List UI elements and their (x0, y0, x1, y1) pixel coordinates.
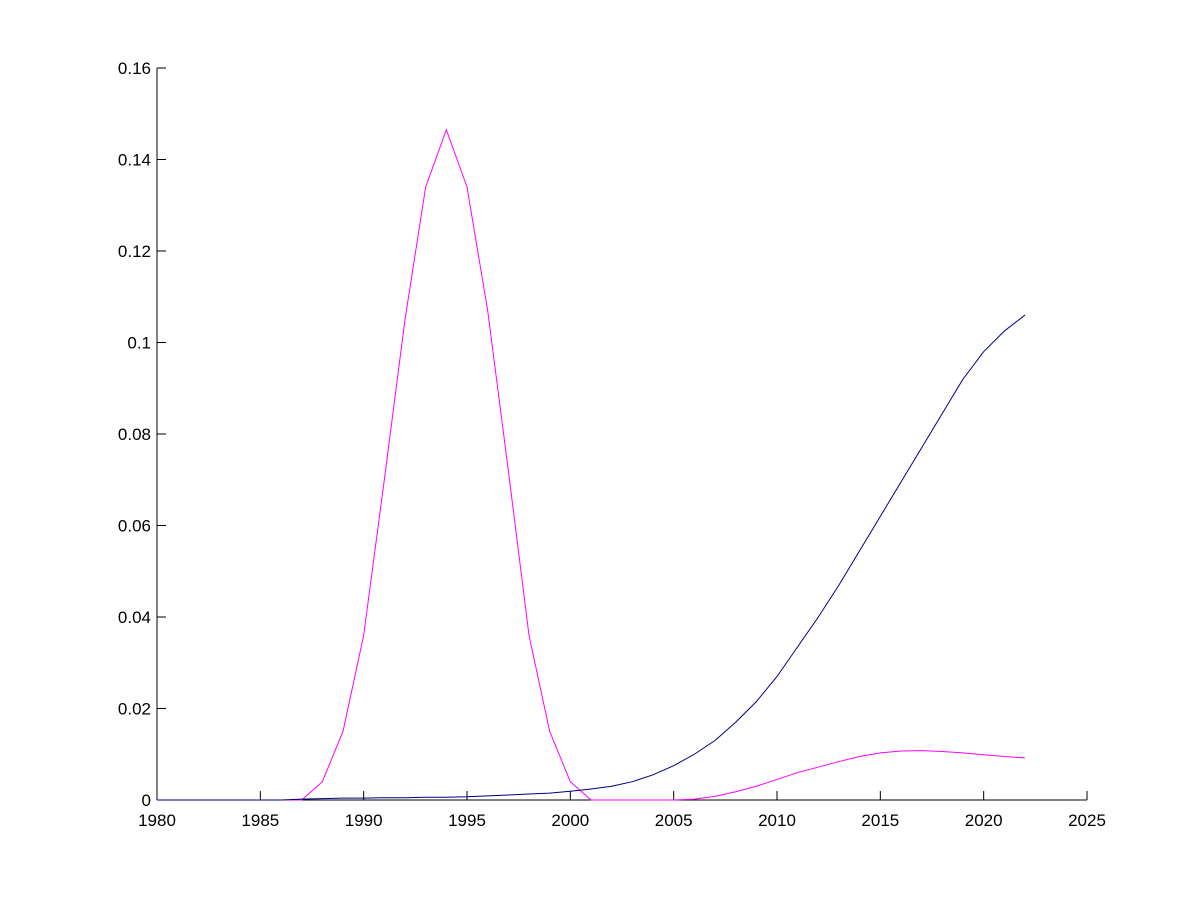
x-tick-label: 2000 (551, 811, 589, 830)
y-tick-label: 0.04 (118, 608, 151, 627)
y-tick-label: 0.02 (118, 700, 151, 719)
x-tick-label: 2010 (758, 811, 796, 830)
y-tick-label: 0 (142, 791, 151, 810)
x-tick-label: 1995 (448, 811, 486, 830)
x-tick-label: 1980 (138, 811, 176, 830)
x-tick-label: 2015 (861, 811, 899, 830)
y-tick-label: 0.14 (118, 151, 151, 170)
series-line (157, 128, 1026, 801)
x-tick-label: 2025 (1068, 811, 1106, 830)
y-tick-label: 0.08 (118, 425, 151, 444)
series-line (157, 314, 1026, 801)
x-tick-label: 1985 (241, 811, 279, 830)
y-tick-label: 0.16 (118, 59, 151, 78)
y-tick-label: 0.06 (118, 517, 151, 536)
y-tick-label: 0.12 (118, 242, 151, 261)
y-tick-label: 0.1 (127, 334, 151, 353)
x-tick-label: 1990 (345, 811, 383, 830)
x-tick-label: 2020 (965, 811, 1003, 830)
x-tick-label: 2005 (655, 811, 693, 830)
